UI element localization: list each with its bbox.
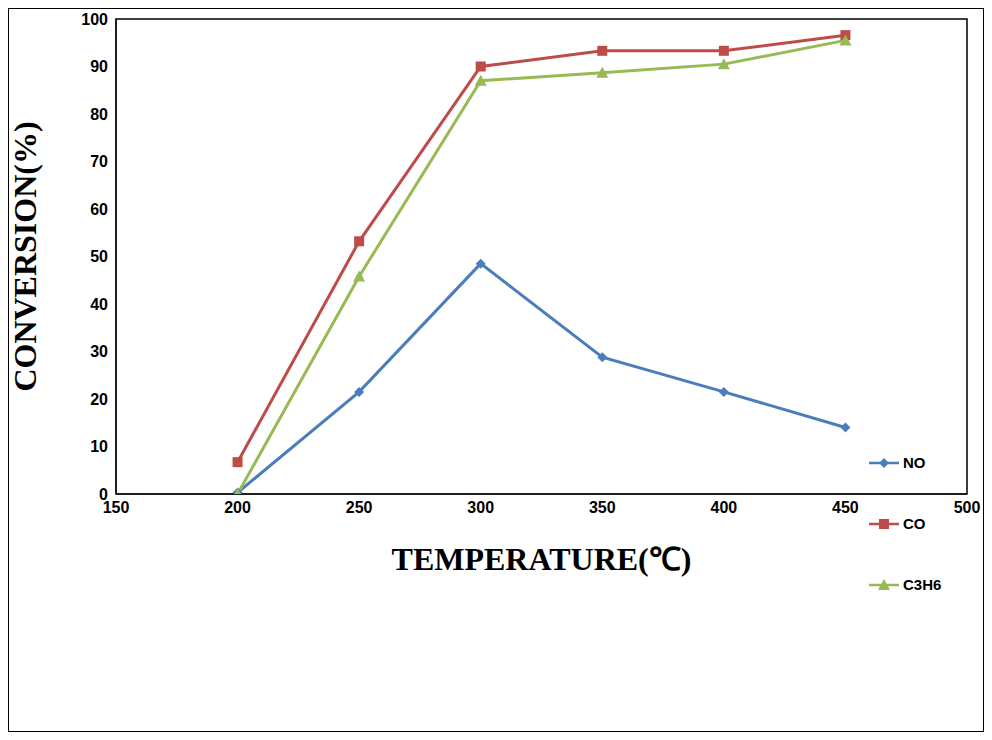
svg-text:10: 10 [90,438,108,455]
svg-text:500: 500 [954,499,981,516]
html-text:CO: CO [903,515,926,532]
svg-text:200: 200 [224,499,251,516]
svg-text:90: 90 [90,58,108,75]
svg-text:40: 40 [90,296,108,313]
svg-text:400: 400 [711,499,738,516]
svg-text:20: 20 [90,391,108,408]
svg-text:150: 150 [102,499,130,517]
svg-text:30: 30 [90,343,108,360]
svg-text:450: 450 [832,499,859,516]
svg-text:CONVERSION(%): CONVERSION(%) [9,121,43,391]
html-text:C3H6: C3H6 [903,576,942,593]
svg-text:350: 350 [589,499,616,516]
svg-text:0: 0 [99,486,108,503]
html-text:NO: NO [903,454,926,471]
svg-text:50: 50 [90,248,108,265]
svg-text:80: 80 [90,106,108,123]
svg-text:TEMPERATURE(℃): TEMPERATURE(℃) [392,541,692,577]
svg-text:250: 250 [346,499,373,516]
svg-text:100: 100 [81,11,108,28]
svg-text:300: 300 [467,499,494,516]
svg-text:70: 70 [90,153,108,170]
svg-text:60: 60 [90,201,108,218]
